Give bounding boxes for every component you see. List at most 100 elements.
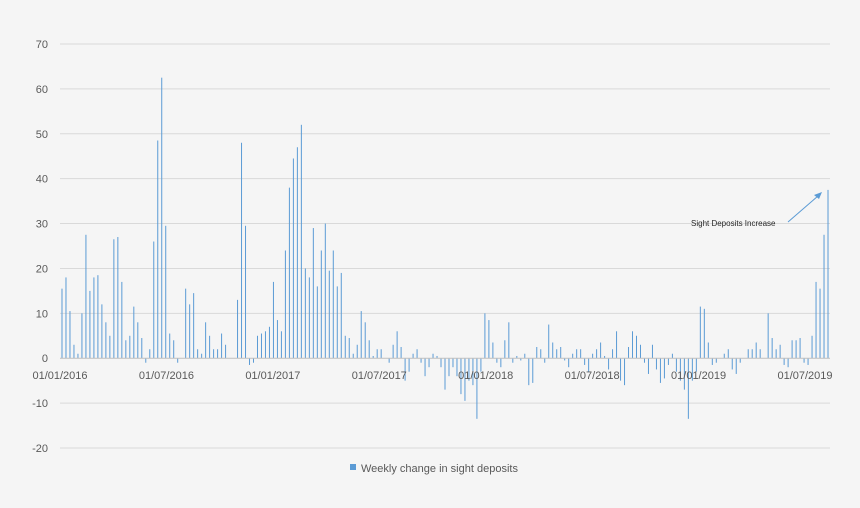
bar <box>687 358 689 419</box>
bar <box>256 335 258 359</box>
bar <box>424 358 426 377</box>
bar <box>225 344 227 359</box>
bar <box>400 347 402 359</box>
bar <box>624 358 626 386</box>
bar <box>444 358 446 390</box>
bar <box>284 250 286 359</box>
bar <box>264 331 266 359</box>
bar <box>141 338 143 359</box>
bar <box>472 358 474 386</box>
bar <box>89 290 91 359</box>
bar <box>165 225 167 359</box>
bar <box>751 349 753 359</box>
bar <box>249 358 251 365</box>
bar <box>288 187 290 359</box>
x-tick-label: 01/07/2016 <box>139 370 194 382</box>
bar <box>647 358 649 374</box>
x-tick-label: 01/07/2017 <box>352 370 407 382</box>
y-tick-label: -10 <box>32 398 48 410</box>
bar <box>312 228 314 359</box>
bar <box>779 344 781 359</box>
bar <box>332 250 334 359</box>
bar <box>253 358 254 363</box>
bar <box>500 358 502 368</box>
bar <box>628 347 630 359</box>
bar <box>596 349 598 359</box>
bar <box>496 358 498 363</box>
bar <box>292 158 294 359</box>
bar <box>759 349 761 359</box>
bar <box>392 344 394 359</box>
bar <box>787 358 789 368</box>
bar <box>504 340 506 359</box>
bar <box>819 288 821 359</box>
bar <box>560 347 562 359</box>
bar <box>775 349 777 359</box>
bar <box>121 281 123 359</box>
bar <box>436 355 438 359</box>
bar <box>739 358 741 363</box>
bar <box>675 358 677 372</box>
bar <box>492 342 494 359</box>
bar <box>65 277 67 359</box>
bar <box>807 358 809 365</box>
bar <box>185 288 187 359</box>
bar <box>213 349 215 359</box>
bar <box>476 358 478 419</box>
bar <box>153 241 155 359</box>
bar <box>340 272 342 359</box>
bar <box>632 331 634 359</box>
bar <box>201 353 203 359</box>
bar <box>404 358 406 381</box>
bar <box>145 358 147 363</box>
bar <box>408 358 410 372</box>
bar <box>588 358 590 372</box>
bar <box>388 358 390 363</box>
bar <box>93 277 95 359</box>
bar <box>260 333 262 359</box>
bar <box>480 358 482 372</box>
bar <box>663 358 665 379</box>
bar <box>544 358 546 363</box>
y-axis: -20 -10 0 10 20 30 40 50 60 70 <box>32 39 48 455</box>
bar <box>564 358 566 361</box>
y-tick-label: 60 <box>36 84 48 96</box>
bar <box>699 306 701 359</box>
bar <box>368 340 370 359</box>
bar <box>767 313 769 359</box>
bar <box>659 358 661 383</box>
annotation: Sight Deposits Increase <box>691 192 822 228</box>
bar <box>77 353 79 359</box>
bar <box>540 349 542 359</box>
bar <box>604 355 606 359</box>
bar <box>412 353 414 359</box>
bar <box>137 322 139 359</box>
bar <box>452 358 454 368</box>
y-tick-label: 40 <box>36 174 48 186</box>
bar <box>612 349 614 359</box>
bar <box>783 358 785 365</box>
bar <box>296 147 298 359</box>
bar <box>348 338 350 359</box>
bar <box>268 326 270 359</box>
bar <box>360 311 362 359</box>
bar <box>328 270 330 359</box>
bar <box>205 322 207 359</box>
bar <box>380 349 382 359</box>
bar <box>448 358 450 377</box>
bar <box>524 353 526 359</box>
bar <box>516 355 518 359</box>
bar <box>169 333 171 359</box>
y-tick-label: 20 <box>36 263 48 275</box>
bar <box>304 268 306 359</box>
bar <box>755 342 757 359</box>
bar <box>731 358 733 370</box>
bar <box>600 342 602 359</box>
bar <box>568 358 570 368</box>
bar <box>639 344 641 359</box>
bar <box>620 358 622 381</box>
bar <box>747 349 749 359</box>
bar <box>703 308 705 359</box>
bar <box>280 331 282 359</box>
